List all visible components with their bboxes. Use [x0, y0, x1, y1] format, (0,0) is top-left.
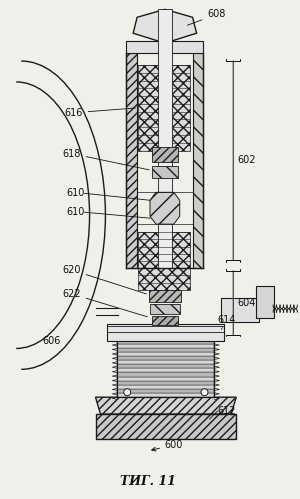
Bar: [152, 147, 178, 163]
Bar: [95, 414, 236, 439]
Polygon shape: [117, 389, 214, 393]
Bar: [126, 53, 137, 268]
Polygon shape: [117, 368, 214, 372]
Text: 618: 618: [62, 149, 149, 170]
Text: 614: 614: [218, 314, 236, 329]
Text: 604: 604: [237, 298, 256, 308]
Bar: [221, 298, 259, 321]
Bar: [150, 304, 180, 314]
Bar: [117, 339, 214, 397]
Bar: [256, 286, 274, 318]
Text: 612: 612: [218, 406, 236, 416]
Bar: [138, 232, 190, 290]
Polygon shape: [117, 356, 214, 360]
Polygon shape: [117, 372, 214, 377]
Polygon shape: [150, 192, 180, 224]
Polygon shape: [117, 360, 214, 364]
Polygon shape: [133, 9, 196, 43]
Text: 620: 620: [62, 265, 146, 294]
Text: 610: 610: [66, 207, 85, 217]
Bar: [149, 290, 181, 302]
Bar: [126, 41, 203, 53]
Polygon shape: [95, 397, 236, 414]
Polygon shape: [117, 348, 214, 352]
Text: ΤИГ. 11: ΤИГ. 11: [120, 475, 176, 488]
Bar: [138, 65, 190, 151]
Circle shape: [124, 389, 131, 396]
Text: 600: 600: [152, 440, 183, 451]
Text: 608: 608: [187, 9, 226, 25]
Polygon shape: [117, 364, 214, 368]
Circle shape: [201, 389, 208, 396]
Bar: [152, 316, 178, 324]
Bar: [158, 9, 172, 268]
Polygon shape: [117, 344, 214, 348]
Text: 602: 602: [237, 156, 256, 166]
Bar: [107, 323, 224, 341]
Polygon shape: [117, 339, 214, 344]
Text: 616: 616: [64, 108, 135, 118]
Text: 606: 606: [43, 336, 61, 346]
Polygon shape: [117, 385, 214, 389]
Text: 610: 610: [66, 188, 85, 198]
Text: 622: 622: [62, 289, 147, 317]
Bar: [193, 53, 203, 268]
Polygon shape: [117, 377, 214, 381]
Bar: [152, 167, 178, 179]
Polygon shape: [117, 381, 214, 385]
Polygon shape: [117, 393, 214, 397]
Polygon shape: [117, 352, 214, 356]
